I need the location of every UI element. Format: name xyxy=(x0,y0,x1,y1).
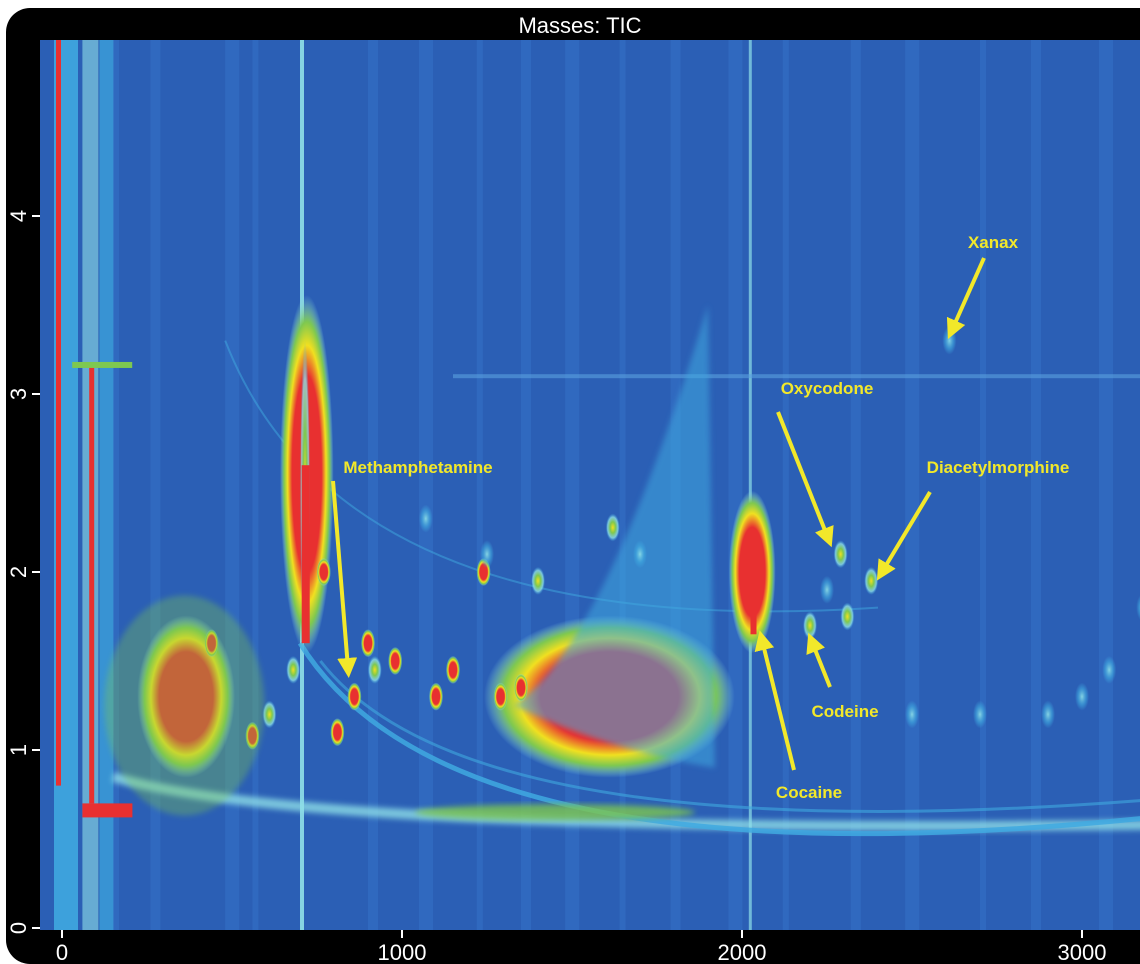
peak-15 xyxy=(633,540,647,569)
x-tick-label-0: 0 xyxy=(56,940,68,964)
streak xyxy=(113,40,119,930)
peak-31 xyxy=(367,655,382,684)
peak-17 xyxy=(418,504,433,533)
y-tick-label-4: 4 xyxy=(6,210,31,222)
x-tick-label-3: 3000 xyxy=(1058,940,1107,964)
annotation-label-xanax: Xanax xyxy=(968,233,1019,252)
annotation-label-diacetylmorphine: Diacetylmorphine xyxy=(927,458,1070,477)
edge-red xyxy=(56,40,61,786)
peak-12 xyxy=(514,673,528,702)
peak-13 xyxy=(531,566,545,595)
heatmap-layer xyxy=(54,40,1140,930)
streak xyxy=(565,40,580,930)
peak-29 xyxy=(973,700,987,729)
annotation-arrow-cocaine xyxy=(754,630,796,771)
spike xyxy=(301,465,310,644)
annotation-arrow-oxycodone xyxy=(776,411,834,548)
annotation-label-cocaine: Cocaine xyxy=(776,783,842,802)
peak-28 xyxy=(905,700,919,729)
streak xyxy=(728,40,743,930)
streak xyxy=(476,40,483,930)
streak xyxy=(419,40,433,930)
streak xyxy=(980,40,986,930)
peak-14 xyxy=(605,513,620,542)
peak-19 xyxy=(820,575,834,604)
peak-16 xyxy=(480,540,494,569)
edge-band xyxy=(99,40,114,930)
x-tick-label-1: 1000 xyxy=(378,940,427,964)
peak-11 xyxy=(493,682,508,711)
annotation-label-oxycodone: Oxycodone xyxy=(781,379,874,398)
streak xyxy=(1099,40,1113,930)
x-tick-label-2: 2000 xyxy=(718,940,767,964)
peak-5 xyxy=(347,682,362,711)
streak xyxy=(619,40,626,930)
peak-18 xyxy=(803,611,817,640)
halo xyxy=(104,595,265,816)
peak-2 xyxy=(286,655,301,684)
annotation-arrow-codeine xyxy=(806,632,832,688)
streak xyxy=(905,40,920,930)
peak-24 xyxy=(1041,700,1055,729)
y-tick-label-2: 2 xyxy=(6,566,31,578)
annotation-label-methamphetamine: Methamphetamine xyxy=(343,458,492,477)
peak-21 xyxy=(840,602,855,631)
peak-22 xyxy=(864,566,879,595)
vertical-line xyxy=(748,40,752,930)
peak-25 xyxy=(1075,682,1089,711)
edge-red xyxy=(82,803,133,818)
y-tick-label-3: 3 xyxy=(6,388,31,400)
peak-20 xyxy=(833,540,848,569)
edge-red xyxy=(89,367,95,804)
bleed-curve xyxy=(319,660,1140,813)
streak xyxy=(521,40,531,930)
peak-1 xyxy=(262,700,277,729)
peak-4 xyxy=(330,718,345,747)
peak-8 xyxy=(429,682,443,711)
annotation-arrow-xanax xyxy=(946,257,986,340)
streak xyxy=(1031,40,1041,930)
peak-7 xyxy=(388,647,403,675)
peak-3 xyxy=(316,558,331,586)
annotation-label-codeine: Codeine xyxy=(811,702,878,721)
peak-6 xyxy=(361,629,375,658)
edge-green xyxy=(72,361,133,368)
chart-title: Masses: TIC xyxy=(518,13,641,38)
spike xyxy=(750,554,757,635)
horizontal-line xyxy=(453,374,1140,379)
baseline-blob xyxy=(415,804,695,821)
streak xyxy=(252,40,259,930)
peak-26 xyxy=(1102,655,1117,684)
peak-9 xyxy=(446,655,460,684)
streak xyxy=(850,40,861,930)
streak xyxy=(368,40,378,930)
peak-23 xyxy=(942,326,957,355)
y-tick-label-1: 1 xyxy=(6,744,31,756)
tail-plume xyxy=(514,305,715,768)
streak xyxy=(150,40,161,930)
annotation-arrow-methamphetamine xyxy=(331,480,358,678)
streak xyxy=(782,40,789,930)
annotation-arrow-diacetylmorphine xyxy=(876,490,932,581)
y-tick-label-0: 0 xyxy=(6,922,31,934)
peak-27 xyxy=(1136,595,1140,621)
